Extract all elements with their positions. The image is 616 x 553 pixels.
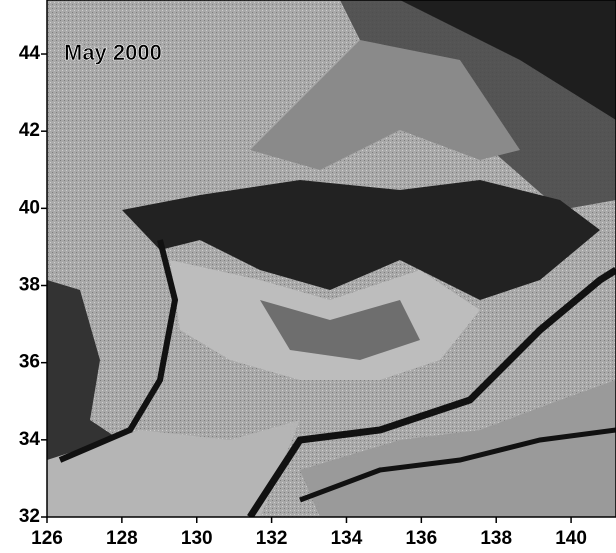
map-area: May 2000 bbox=[47, 0, 616, 517]
y-tick-label: 42 bbox=[19, 120, 40, 141]
x-tick-label: 136 bbox=[405, 528, 437, 549]
x-tick-label: 138 bbox=[480, 528, 512, 549]
x-tick-label: 130 bbox=[181, 528, 213, 549]
x-tick-label: 126 bbox=[31, 528, 63, 549]
y-tick-label: 40 bbox=[19, 197, 40, 218]
x-tick-label: 128 bbox=[106, 528, 138, 549]
y-tick-label: 44 bbox=[19, 43, 41, 64]
y-tick-label: 34 bbox=[19, 429, 41, 450]
x-tick-label: 132 bbox=[256, 528, 288, 549]
y-tick-label: 32 bbox=[19, 506, 40, 527]
y-tick-label: 36 bbox=[19, 352, 40, 373]
x-tick-label: 140 bbox=[555, 528, 587, 549]
x-tick-label: 134 bbox=[331, 528, 363, 549]
y-tick-label: 38 bbox=[19, 275, 40, 296]
map-title: May 2000 bbox=[64, 40, 162, 65]
map-figure: May 2000 126 128 130 132 134 136 138 140 32 34 36 3… bbox=[0, 0, 616, 553]
